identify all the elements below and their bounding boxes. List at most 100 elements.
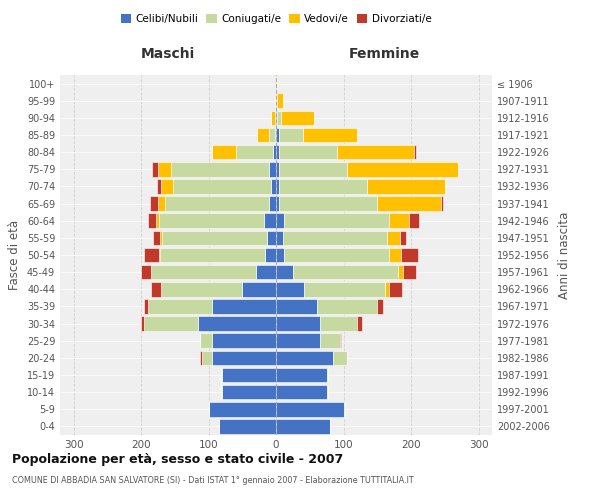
Bar [148,299,212,314]
Bar [200,334,212,348]
Text: Femmine: Femmine [349,48,419,62]
Bar [317,299,377,314]
Bar [145,316,199,331]
Bar [218,419,276,434]
Bar [157,179,161,194]
Text: Maschi: Maschi [141,48,195,62]
Bar [221,385,222,400]
Bar [281,110,314,125]
Bar [160,248,265,262]
Bar [276,265,293,280]
Bar [403,265,416,280]
Bar [280,179,367,194]
Bar [275,128,276,142]
Bar [173,179,271,194]
Bar [269,128,275,142]
Bar [276,179,280,194]
Bar [158,196,164,211]
Bar [276,248,284,262]
Text: COMUNE DI ABBADIA SAN SALVATORE (SI) - Dati ISTAT 1° gennaio 2007 - Elaborazione: COMUNE DI ABBADIA SAN SALVATORE (SI) - D… [12,476,413,485]
Bar [276,128,280,142]
Bar [277,110,281,125]
Bar [334,350,347,365]
Bar [276,402,343,416]
Bar [442,196,443,211]
Bar [152,162,158,176]
Bar [153,230,160,245]
Bar [269,196,276,211]
Bar [357,316,362,331]
Bar [156,214,159,228]
Bar [276,334,320,348]
Bar [409,214,419,228]
Bar [159,214,264,228]
Bar [389,282,402,296]
Bar [280,196,377,211]
Bar [367,179,445,194]
Bar [280,128,303,142]
Bar [276,419,330,434]
Bar [235,145,272,160]
Bar [398,265,403,280]
Bar [265,248,276,262]
Legend: Celibi/Nubili, Coniugati/e, Vedovi/e, Divorziati/e: Celibi/Nubili, Coniugati/e, Vedovi/e, Di… [116,10,436,29]
Bar [242,282,276,296]
Bar [320,316,357,331]
Bar [222,385,276,400]
Bar [276,385,326,400]
Bar [276,282,304,296]
Bar [141,265,151,280]
Bar [401,248,418,262]
Bar [150,196,158,211]
Bar [212,299,276,314]
Bar [276,196,280,211]
Bar [276,76,277,91]
Bar [276,145,280,160]
Bar [271,110,275,125]
Bar [276,230,283,245]
Bar [320,334,340,348]
Bar [326,385,328,400]
Bar [389,248,401,262]
Bar [347,162,458,176]
Bar [148,214,156,228]
Bar [144,248,158,262]
Bar [162,230,266,245]
Bar [271,179,276,194]
Bar [151,265,256,280]
Bar [158,162,172,176]
Bar [276,299,317,314]
Bar [212,145,235,160]
Bar [276,110,277,125]
Bar [272,145,276,160]
Bar [337,145,415,160]
Bar [385,282,389,296]
Bar [172,162,269,176]
Bar [283,230,388,245]
Bar [276,368,326,382]
Bar [377,196,442,211]
Bar [389,214,409,228]
Bar [303,128,357,142]
Bar [280,162,347,176]
Bar [209,402,276,416]
Bar [212,350,276,365]
Bar [160,230,162,245]
Bar [377,299,383,314]
Bar [141,316,145,331]
Bar [340,334,341,348]
Bar [276,316,320,331]
Bar [161,179,173,194]
Y-axis label: Fasce di età: Fasce di età [8,220,21,290]
Text: Popolazione per età, sesso e stato civile - 2007: Popolazione per età, sesso e stato civil… [12,452,343,466]
Bar [161,282,242,296]
Bar [276,94,277,108]
Bar [200,350,202,365]
Y-axis label: Anni di nascita: Anni di nascita [558,212,571,298]
Bar [400,230,406,245]
Bar [343,402,345,416]
Bar [326,368,328,382]
Bar [266,230,276,245]
Bar [257,128,269,142]
Bar [388,230,400,245]
